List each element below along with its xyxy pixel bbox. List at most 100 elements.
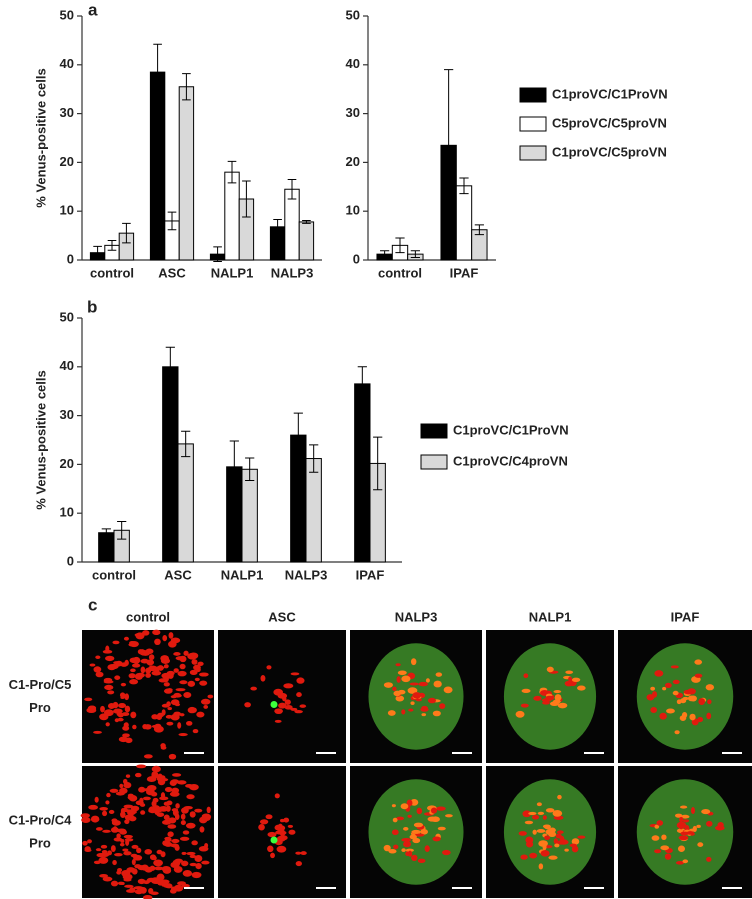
speck: [270, 836, 278, 844]
mitochondrion: [80, 813, 90, 818]
mitochondrion: [207, 694, 214, 699]
legend-label: C1proVC/C1ProVN: [453, 422, 569, 437]
mitochondrion: [129, 641, 135, 646]
error-bar: [181, 430, 191, 458]
x-tick-label: IPAF: [356, 567, 385, 582]
mitochondrion: [439, 703, 446, 709]
mitochondrion: [666, 708, 675, 714]
error-bar: [373, 436, 383, 491]
mitochondrion: [166, 701, 171, 707]
mitochondrion: [410, 658, 417, 666]
mitochondrion: [542, 701, 550, 705]
row-label: Pro: [29, 700, 51, 715]
mitochondrion: [106, 792, 111, 798]
y-axis-label: % Venus-positive cells: [33, 68, 48, 207]
mitochondrion: [432, 836, 441, 842]
mitochondrion: [160, 851, 166, 858]
mitochondrion: [435, 672, 443, 677]
mitochondrion: [142, 894, 153, 899]
mitochondrion: [196, 711, 205, 718]
mitochondrion: [698, 698, 706, 706]
mitochondrion: [201, 813, 211, 820]
mitochondrion: [169, 791, 180, 797]
mitochondrion: [93, 666, 102, 673]
mitochondrion: [407, 814, 412, 818]
mitochondrion: [397, 670, 407, 676]
mitochondrion: [553, 810, 562, 815]
mitochondrion: [660, 845, 670, 851]
legend-label: C1proVC/C5proVN: [552, 144, 667, 159]
mitochondrion: [672, 679, 680, 685]
error-bar: [227, 160, 237, 184]
error-bar: [459, 177, 469, 195]
mitochondrion: [100, 852, 110, 858]
mitochondrion: [393, 844, 399, 850]
mitochondrion: [427, 816, 437, 822]
mitochondrion: [705, 684, 715, 691]
mitochondrion: [121, 712, 130, 717]
mitochondrion: [538, 863, 544, 870]
mitochondrion: [139, 797, 144, 803]
mitochondrion: [680, 814, 690, 819]
mitochondrion: [520, 854, 528, 860]
mitochondrion: [170, 886, 178, 892]
mitochondrion: [107, 690, 115, 695]
mitochondrion: [405, 848, 414, 852]
mitochondrion: [179, 836, 190, 841]
mitochondrion: [134, 864, 142, 869]
mitochondrion: [86, 707, 97, 714]
mitochondrion: [553, 690, 562, 694]
mitochondrion: [661, 834, 667, 841]
mitochondrion: [111, 818, 118, 823]
mitochondrion: [191, 871, 202, 879]
mitochondrion: [654, 824, 660, 829]
bar: [162, 366, 179, 563]
mitochondrion: [259, 819, 269, 825]
mitochondrion: [119, 842, 125, 847]
error-bar: [242, 180, 251, 218]
mitochondrion: [200, 698, 211, 705]
mitochondrion: [140, 666, 146, 674]
legend-label: C1proVC/C4proVN: [453, 453, 568, 468]
mitochondrion: [679, 816, 684, 823]
mitochondrion: [294, 709, 303, 714]
mitochondrion: [662, 686, 667, 691]
mitochondrion: [151, 765, 161, 773]
mitochondrion: [171, 843, 178, 848]
mitochondrion: [163, 814, 170, 821]
mitochondrion: [139, 649, 148, 656]
mitochondrion: [148, 654, 155, 661]
mitochondrion: [110, 845, 116, 852]
mitochondrion: [181, 851, 187, 855]
mitochondrion: [299, 704, 307, 708]
mitochondrion: [659, 712, 667, 720]
legend-label: C1proVC/C1ProVN: [552, 86, 668, 101]
mitochondrion: [696, 824, 701, 828]
error-bar: [229, 440, 239, 494]
mitochondrion: [689, 713, 696, 721]
error-bar: [117, 520, 127, 540]
mitochondrion: [95, 827, 103, 831]
mitochondrion: [515, 710, 525, 718]
mitochondrion: [411, 829, 421, 834]
mitochondrion: [114, 675, 121, 680]
mitochondrion: [186, 851, 196, 856]
legend-swatch: [420, 423, 448, 439]
mitochondrion: [160, 743, 166, 748]
mitochondrion: [526, 840, 534, 848]
mitochondrion: [87, 839, 92, 844]
mitochondrion: [521, 688, 531, 694]
mitochondrion: [173, 692, 182, 698]
mitochondrion: [392, 817, 398, 823]
x-tick-label: IPAF: [450, 265, 479, 280]
mitochondrion: [283, 683, 294, 689]
mitochondrion: [538, 840, 548, 847]
mitochondrion: [95, 848, 102, 852]
mitochondrion: [107, 664, 116, 671]
mitochondrion: [120, 682, 127, 687]
mitochondrion: [153, 859, 163, 867]
mitochondrion: [267, 831, 277, 838]
mitochondrion: [149, 865, 156, 871]
mitochondrion: [194, 677, 200, 682]
x-tick-label: control: [90, 265, 134, 280]
